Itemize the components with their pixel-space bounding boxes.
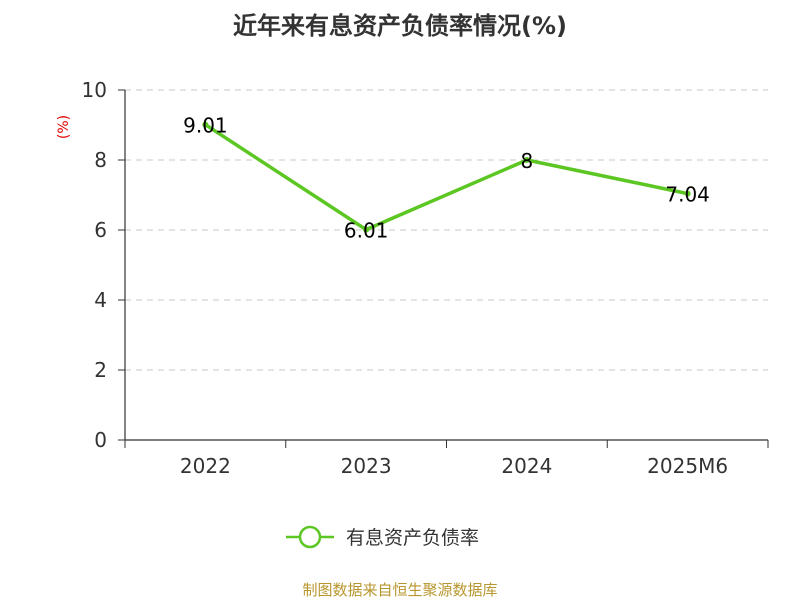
y-tick-label: 2: [94, 358, 107, 382]
data-point: [684, 190, 691, 197]
x-tick-label: 2022: [180, 454, 231, 478]
x-tick-label: 2025M6: [647, 454, 728, 478]
data-label: 7.04: [665, 183, 710, 207]
axes: [124, 90, 768, 441]
data-point: [523, 157, 530, 163]
legend-marker-icon: [298, 525, 322, 549]
x-axis-ticks: 2022 2023 2024 2025M6: [124, 440, 769, 478]
legend[interactable]: 有息资产负债率: [286, 525, 479, 549]
data-labels: 9.01 6.01 8 7.04: [183, 114, 710, 243]
x-tick-label: 2024: [501, 454, 552, 478]
x-tick-label: 2023: [341, 454, 392, 478]
data-point: [363, 226, 370, 233]
chart-title: 近年来有息资产负债率情况(%): [233, 12, 567, 40]
y-tick-label: 0: [94, 428, 107, 452]
source-note: 制图数据来自恒生聚源数据库: [302, 581, 497, 599]
y-tick-label: 6: [94, 218, 107, 242]
y-tick-label: 8: [94, 148, 107, 172]
series-layer: [202, 121, 691, 233]
data-label: 9.01: [183, 114, 228, 138]
data-label: 6.01: [344, 219, 389, 243]
data-label: 8: [521, 149, 534, 173]
data-point: [202, 121, 209, 128]
legend-label: 有息资产负债率: [346, 527, 479, 549]
y-axis-label: (%): [56, 115, 72, 139]
y-axis-ticks: 0 2 4 6 8 10: [82, 78, 125, 452]
y-tick-label: 4: [94, 288, 107, 312]
series-line: [203, 122, 690, 232]
grid: [125, 89, 768, 371]
y-tick-label: 10: [82, 78, 107, 102]
